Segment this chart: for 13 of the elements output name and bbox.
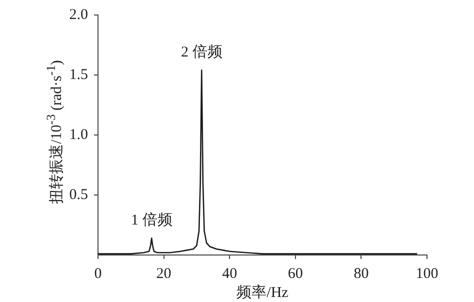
x-axis-title: 频率/Hz <box>236 284 289 301</box>
x-tick-label: 40 <box>222 266 238 282</box>
x-tick-label: 0 <box>94 266 102 282</box>
y-tick-label: 1.0 <box>69 126 88 143</box>
x-tick-label: 60 <box>288 266 303 282</box>
annotation: 1 倍频 <box>131 212 172 229</box>
y-tick-label: 0.5 <box>69 186 88 203</box>
x-tick-label: 100 <box>416 266 438 282</box>
x-tick-label: 20 <box>156 266 172 282</box>
x-tick-label: 80 <box>354 266 369 282</box>
annotation: 2 倍频 <box>181 44 222 61</box>
y-tick-label: 1.5 <box>69 66 88 83</box>
y-tick-label: 2.0 <box>69 6 88 23</box>
